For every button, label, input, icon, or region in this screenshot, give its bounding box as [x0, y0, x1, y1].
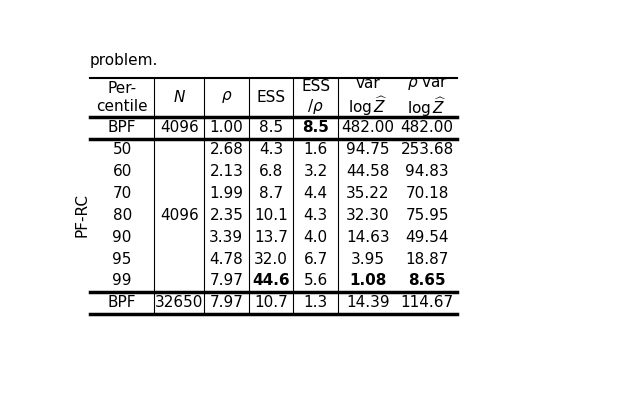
Text: $\rho$ var
$\log\widehat{Z}$: $\rho$ var $\log\widehat{Z}$ [406, 75, 448, 119]
Text: 1.6: 1.6 [303, 142, 328, 157]
Text: 35.22: 35.22 [346, 186, 389, 201]
Text: 8.7: 8.7 [259, 186, 283, 201]
Text: 4.3: 4.3 [303, 208, 328, 223]
Text: BPF: BPF [108, 295, 136, 310]
Text: 4.4: 4.4 [303, 186, 328, 201]
Text: 4096: 4096 [160, 121, 198, 136]
Text: 80: 80 [113, 208, 132, 223]
Text: 14.63: 14.63 [346, 230, 390, 245]
Text: 70.18: 70.18 [406, 186, 449, 201]
Text: 5.6: 5.6 [303, 273, 328, 288]
Text: 7.97: 7.97 [209, 295, 243, 310]
Text: 32.0: 32.0 [254, 251, 288, 266]
Text: 7.97: 7.97 [209, 273, 243, 288]
Text: problem.: problem. [90, 53, 158, 68]
Text: $\rho$: $\rho$ [221, 89, 232, 105]
Text: 10.7: 10.7 [254, 295, 288, 310]
Text: 2.35: 2.35 [209, 208, 243, 223]
Text: 482.00: 482.00 [401, 121, 454, 136]
Text: 44.58: 44.58 [346, 164, 389, 179]
Text: 1.00: 1.00 [209, 121, 243, 136]
Text: 8.5: 8.5 [302, 121, 329, 136]
Text: ESS
$/\rho$: ESS $/\rho$ [301, 79, 330, 116]
Text: PF-RC: PF-RC [75, 193, 90, 237]
Text: 70: 70 [113, 186, 132, 201]
Text: 18.87: 18.87 [406, 251, 449, 266]
Text: 44.6: 44.6 [252, 273, 290, 288]
Text: 1.3: 1.3 [303, 295, 328, 310]
Text: 2.68: 2.68 [209, 142, 243, 157]
Text: 4.0: 4.0 [303, 230, 328, 245]
Text: 2.13: 2.13 [209, 164, 243, 179]
Text: 14.39: 14.39 [346, 295, 390, 310]
Text: 4096: 4096 [160, 208, 198, 223]
Text: 6.7: 6.7 [303, 251, 328, 266]
Text: var
$\log\widehat{Z}$: var $\log\widehat{Z}$ [348, 76, 388, 118]
Text: 32650: 32650 [155, 295, 204, 310]
Text: 1.08: 1.08 [349, 273, 387, 288]
Text: 99: 99 [113, 273, 132, 288]
Text: 3.39: 3.39 [209, 230, 243, 245]
Text: BPF: BPF [108, 121, 136, 136]
Text: 3.95: 3.95 [351, 251, 385, 266]
Text: 8.65: 8.65 [408, 273, 446, 288]
Text: 32.30: 32.30 [346, 208, 390, 223]
Text: 75.95: 75.95 [406, 208, 449, 223]
Text: 13.7: 13.7 [254, 230, 288, 245]
Text: 94.83: 94.83 [405, 164, 449, 179]
Text: 90: 90 [113, 230, 132, 245]
Text: ESS: ESS [257, 90, 285, 105]
Text: 49.54: 49.54 [406, 230, 449, 245]
Text: 3.2: 3.2 [303, 164, 328, 179]
Text: 50: 50 [113, 142, 132, 157]
Text: 1.99: 1.99 [209, 186, 243, 201]
Text: 6.8: 6.8 [259, 164, 283, 179]
Text: Per-
centile: Per- centile [97, 81, 148, 113]
Text: 253.68: 253.68 [401, 142, 454, 157]
Text: 4.3: 4.3 [259, 142, 283, 157]
Text: 95: 95 [113, 251, 132, 266]
Text: 94.75: 94.75 [346, 142, 389, 157]
Text: 482.00: 482.00 [341, 121, 394, 136]
Text: 4.78: 4.78 [209, 251, 243, 266]
Text: 60: 60 [113, 164, 132, 179]
Text: 8.5: 8.5 [259, 121, 283, 136]
Text: 114.67: 114.67 [401, 295, 454, 310]
Text: $N$: $N$ [173, 89, 186, 105]
Text: 10.1: 10.1 [254, 208, 288, 223]
